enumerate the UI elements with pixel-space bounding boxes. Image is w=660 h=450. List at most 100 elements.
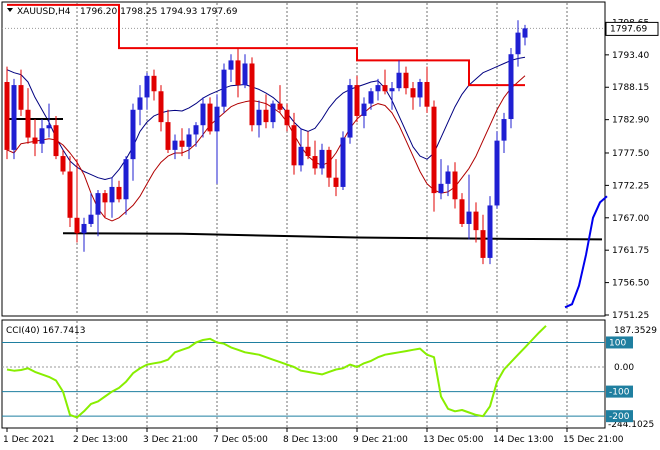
candle-body xyxy=(11,85,17,150)
fractal-line xyxy=(564,195,608,309)
candle xyxy=(137,85,143,126)
candle xyxy=(361,97,367,129)
candle-body xyxy=(410,88,416,98)
candle-body xyxy=(193,125,199,135)
candle xyxy=(18,69,24,116)
candle xyxy=(151,69,157,101)
symbol-label: XAUUSD,H4 xyxy=(17,7,71,17)
candle-body xyxy=(431,106,437,194)
x-tick-label: 7 Dec 05:00 xyxy=(213,435,268,445)
candle xyxy=(81,217,87,252)
candle xyxy=(466,174,472,240)
candle-body xyxy=(438,183,444,194)
candle-body xyxy=(347,85,353,138)
candle xyxy=(515,20,521,67)
candle-body xyxy=(459,199,465,224)
candle xyxy=(270,100,276,129)
candle-body xyxy=(109,186,115,203)
candle xyxy=(67,156,73,228)
candle-body xyxy=(424,82,430,107)
candle-body xyxy=(235,60,241,86)
y-tick-label: 1788.15 xyxy=(612,83,649,93)
candle-body xyxy=(403,72,409,89)
x-tick-label: 13 Dec 05:00 xyxy=(423,435,484,445)
candle xyxy=(60,149,66,175)
x-tick-label: 14 Dec 13:00 xyxy=(493,435,554,445)
candle xyxy=(165,109,171,153)
cci-axis-max: 187.3529 xyxy=(614,326,657,336)
current-price-tag: 1797.69 xyxy=(605,21,659,36)
x-tick-label: 2 Dec 13:00 xyxy=(73,435,128,445)
candle xyxy=(39,119,45,153)
candle-body xyxy=(333,177,339,187)
candle-body xyxy=(284,109,290,126)
slow-moving-average-line xyxy=(2,27,605,180)
cci-level-label: 0.00 xyxy=(614,363,634,373)
candle-body xyxy=(158,91,164,123)
trailing-stop-series xyxy=(7,3,525,87)
ohlc-values: 1796.20 1798.25 1794.93 1797.69 xyxy=(80,7,238,17)
candle xyxy=(382,69,388,95)
candle-body xyxy=(242,63,248,86)
candle xyxy=(46,103,52,138)
candle-body xyxy=(200,103,206,126)
candle-body xyxy=(494,140,500,206)
candle xyxy=(228,54,234,83)
x-tick-label: 8 Dec 13:00 xyxy=(283,435,338,445)
candle-body xyxy=(263,109,269,123)
cci-level-box xyxy=(606,385,633,398)
candle xyxy=(193,122,199,147)
candle xyxy=(333,159,339,197)
cci-level-label: 100 xyxy=(609,338,626,348)
candle xyxy=(501,112,507,153)
candle xyxy=(207,97,213,135)
candle-body xyxy=(186,134,192,147)
candle-body xyxy=(445,171,451,184)
candle xyxy=(403,66,409,95)
candle-body xyxy=(515,32,521,55)
candle-body xyxy=(130,109,136,160)
candle-body xyxy=(256,109,262,126)
candle-body xyxy=(88,214,94,224)
y-tick-label: 1751.25 xyxy=(612,311,649,321)
candle-body xyxy=(312,156,318,169)
candle xyxy=(214,94,220,184)
y-tick-label: 1756.50 xyxy=(612,279,649,289)
candle xyxy=(277,85,283,113)
x-tick-label: 15 Dec 21:00 xyxy=(563,435,624,445)
candle xyxy=(102,190,108,218)
candle-body xyxy=(32,137,38,144)
candle-body xyxy=(179,140,185,147)
candle xyxy=(186,128,192,160)
candle-body xyxy=(298,146,304,166)
candle xyxy=(25,88,31,144)
candle xyxy=(242,54,248,89)
candle-body xyxy=(144,75,150,98)
cci-panel: CCI(40) 167.7413 187.3529 -244.1025 100 0… xyxy=(1,319,657,430)
candle-body xyxy=(137,97,143,110)
candle-body xyxy=(221,69,227,107)
x-tick-label: 3 Dec 21:00 xyxy=(143,435,198,445)
candle xyxy=(249,57,255,132)
chart-header: XAUUSD,H4 1796.20 1798.25 1794.93 1797.6… xyxy=(7,7,238,17)
candle-body xyxy=(501,119,507,141)
trailing-stop-line xyxy=(7,3,525,87)
candle xyxy=(74,159,80,243)
candle-body xyxy=(466,211,472,224)
x-tick-label: 9 Dec 21:00 xyxy=(353,435,408,445)
candle xyxy=(340,131,346,191)
x-tick-label: 1 Dec 2021 xyxy=(3,435,55,445)
candle-body xyxy=(74,217,80,234)
candle-body xyxy=(214,106,220,132)
candle xyxy=(130,103,136,181)
candle xyxy=(445,165,451,197)
candle-body xyxy=(172,140,178,150)
candle xyxy=(480,214,486,265)
candle xyxy=(473,202,479,243)
candle-body xyxy=(277,103,283,110)
current-price-box xyxy=(605,21,659,36)
candle xyxy=(354,75,360,123)
candle xyxy=(312,140,318,175)
slow-ma-series xyxy=(6,56,526,180)
